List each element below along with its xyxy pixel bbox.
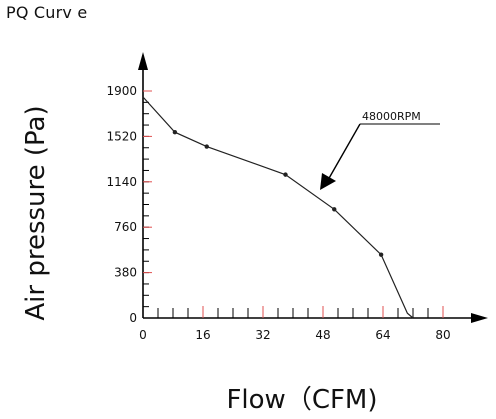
x-tick-label: 16 xyxy=(195,328,210,342)
x-tick-label: 0 xyxy=(139,328,147,342)
annotation: 48000RPM xyxy=(320,110,440,190)
series xyxy=(142,96,414,319)
y-tick-label: 0 xyxy=(129,311,137,325)
y-axis-label: Air pressure (Pa) xyxy=(21,105,51,320)
x-tick-label: 64 xyxy=(375,328,390,342)
x-tick-label: 32 xyxy=(255,328,270,342)
annotation-label: 48000RPM xyxy=(362,110,421,123)
annotation-arrowhead xyxy=(320,173,336,190)
annotation-arrow-shaft xyxy=(327,123,361,181)
x-axis-arrow xyxy=(471,313,488,323)
y-axis-arrow xyxy=(138,52,148,70)
axes xyxy=(138,52,488,323)
x-tick-label: 80 xyxy=(435,328,450,342)
data-point xyxy=(204,144,209,149)
y-tick-label: 760 xyxy=(114,220,137,234)
x-tick-label: 48 xyxy=(315,328,330,342)
series-line-48000rpm xyxy=(142,96,414,319)
data-point xyxy=(283,172,288,177)
data-point xyxy=(378,252,384,257)
y-tick-label: 1900 xyxy=(106,84,137,98)
y-tick-label: 1520 xyxy=(106,129,137,143)
ticks: 0 380 760 1140 1520 1900 0 16 32 48 64 80 xyxy=(106,84,450,342)
y-tick-label: 1140 xyxy=(106,175,137,189)
page-title: PQ Curv e xyxy=(6,3,88,22)
data-point xyxy=(172,130,178,135)
data-point xyxy=(332,207,337,212)
x-axis-label: Flow（CFM) xyxy=(226,385,377,415)
y-tick-label: 380 xyxy=(114,266,137,280)
